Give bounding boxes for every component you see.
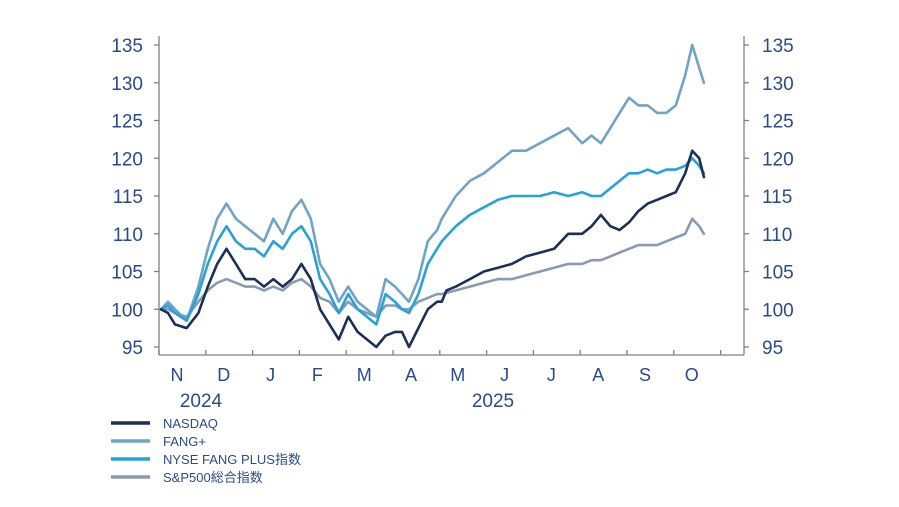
y-tick-label-left: 110 — [113, 225, 143, 246]
y-tick-label-right: 135 — [762, 36, 794, 57]
y-tick-label-right: 105 — [762, 263, 794, 284]
month-label: M — [450, 365, 465, 385]
y-tick-label-left: 120 — [111, 149, 143, 170]
y-tick-label-right: 95 — [762, 338, 783, 359]
month-label: D — [217, 365, 230, 385]
y-tick-label-right: 115 — [762, 187, 792, 208]
axes — [158, 36, 745, 356]
month-label: O — [685, 365, 699, 385]
y-tick-label-left: 115 — [113, 187, 143, 208]
month-label: M — [357, 365, 372, 385]
y-tick-label-left: 125 — [111, 112, 143, 133]
legend-label: NASDAQ — [163, 416, 218, 431]
year-label-2025: 2025 — [472, 391, 514, 412]
y-tick-label-right: 125 — [762, 112, 794, 133]
month-label: F — [312, 365, 323, 385]
series-lines — [159, 43, 706, 349]
series-line — [159, 217, 706, 319]
y-ticks-right: 95 100 105 110 115 120 125 130 135 — [744, 36, 794, 359]
x-ticks — [158, 350, 722, 355]
y-tick-label-left: 100 — [111, 300, 143, 321]
y-tick-label-left: 130 — [111, 74, 143, 95]
y-tick-label-right: 130 — [762, 74, 794, 95]
legend-label: S&P500総合指数 — [163, 470, 263, 485]
x-year-labels: 2024 2025 — [180, 391, 514, 412]
month-label: J — [266, 365, 275, 385]
month-label: S — [639, 365, 651, 385]
y-tick-label-right: 110 — [762, 225, 792, 246]
month-label: J — [547, 365, 556, 385]
y-tick-label-left: 105 — [111, 263, 143, 284]
legend: NASDAQ FANG+ NYSE FANG PLUS指数 S&P500総合指数 — [111, 416, 301, 485]
series-line — [159, 157, 706, 326]
legend-label: FANG+ — [163, 434, 206, 449]
series-line — [159, 149, 706, 349]
series-line — [159, 43, 706, 322]
y-ticks-left: 95 100 105 110 115 120 125 130 135 — [111, 36, 159, 359]
y-tick-label-right: 120 — [762, 149, 794, 170]
legend-label: NYSE FANG PLUS指数 — [163, 452, 301, 467]
month-label: A — [405, 365, 417, 385]
month-label: A — [592, 365, 604, 385]
y-tick-label-left: 135 — [111, 36, 143, 57]
year-label-2024: 2024 — [180, 391, 223, 412]
y-tick-label-left: 95 — [122, 338, 143, 359]
y-tick-label-right: 100 — [762, 300, 794, 321]
month-label: J — [500, 365, 509, 385]
month-label: N — [171, 365, 184, 385]
